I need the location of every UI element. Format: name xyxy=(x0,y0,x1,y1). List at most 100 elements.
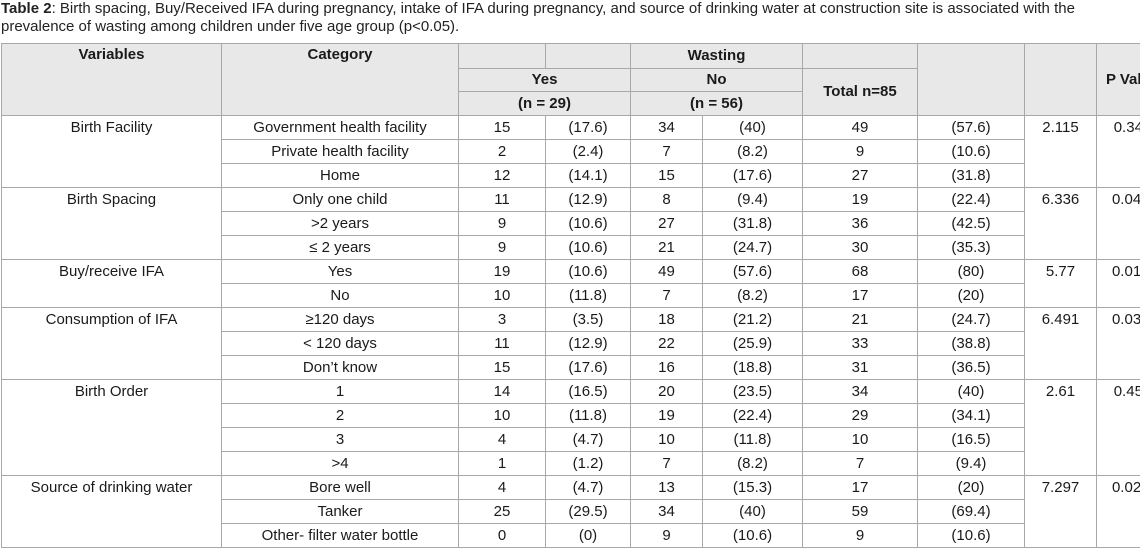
header-empty-cell xyxy=(1024,43,1097,116)
table-row: Home 12 (14.1) 15 (17.6) 27 (31.8) xyxy=(1,163,1140,188)
p-value-cell xyxy=(1096,403,1140,428)
p-value-cell: 0.026* xyxy=(1096,475,1140,500)
yes-percent-cell: (10.6) xyxy=(545,211,631,236)
total-percent-cell: (24.7) xyxy=(917,307,1025,332)
no-percent-cell: (8.2) xyxy=(702,139,803,164)
no-percent-cell: (18.8) xyxy=(702,355,803,380)
table-row: Consumption of IFA ≥120 days 3 (3.5) 18 (21.2… xyxy=(1,307,1140,332)
header-p-value: P Value xyxy=(1096,43,1140,116)
table-row: Buy/receive IFA Yes 19 (10.6) 49 (57.6) 68 (80)… xyxy=(1,259,1140,284)
header-empty-cell xyxy=(458,43,546,69)
no-count-cell: 9 xyxy=(630,523,703,548)
p-value-cell: 0.347 xyxy=(1096,115,1140,140)
total-count-cell: 68 xyxy=(802,259,918,284)
table-row: 2 10 (11.8) 19 (22.4) 29 (34.1) xyxy=(1,403,1140,428)
no-percent-cell: (40) xyxy=(702,499,803,524)
chi-square-cell: 5.77 xyxy=(1024,259,1097,284)
chi-square-cell xyxy=(1024,283,1097,308)
no-percent-cell: (15.3) xyxy=(702,475,803,500)
chi-square-cell xyxy=(1024,331,1097,356)
yes-percent-cell: (0) xyxy=(545,523,631,548)
no-percent-cell: (31.8) xyxy=(702,211,803,236)
variable-cell: Consumption of IFA xyxy=(1,307,222,332)
no-count-cell: 13 xyxy=(630,475,703,500)
header-wasting: Wasting xyxy=(630,43,803,69)
p-value-text: 0.016 xyxy=(1111,262,1140,280)
yes-count-cell: 11 xyxy=(458,331,546,356)
p-value-cell xyxy=(1096,211,1140,236)
variable-cell xyxy=(1,523,222,548)
p-value-cell: 0.016* xyxy=(1096,259,1140,284)
yes-count-cell: 15 xyxy=(458,115,546,140)
header-category: Category xyxy=(221,43,459,116)
category-cell: < 120 days xyxy=(221,331,459,356)
p-value-cell xyxy=(1096,163,1140,188)
category-cell: Government health facility xyxy=(221,115,459,140)
no-count-cell: 49 xyxy=(630,259,703,284)
yes-percent-cell: (4.7) xyxy=(545,427,631,452)
category-cell: ≤ 2 years xyxy=(221,235,459,260)
total-percent-cell: (16.5) xyxy=(917,427,1025,452)
table-row: Birth Order 1 14 (16.5) 20 (23.5) 34 (40) 2.61 0.… xyxy=(1,379,1140,404)
yes-count-cell: 11 xyxy=(458,187,546,212)
yes-count-cell: 25 xyxy=(458,499,546,524)
p-value-cell xyxy=(1096,523,1140,548)
total-count-cell: 33 xyxy=(802,331,918,356)
no-percent-cell: (10.6) xyxy=(702,523,803,548)
total-count-cell: 34 xyxy=(802,379,918,404)
total-percent-cell: (9.4) xyxy=(917,451,1025,476)
header-no: No xyxy=(630,68,803,92)
total-percent-cell: (10.6) xyxy=(917,139,1025,164)
category-cell: Don’t know xyxy=(221,355,459,380)
variable-cell xyxy=(1,139,222,164)
header-empty-cell xyxy=(917,43,1025,116)
yes-count-cell: 9 xyxy=(458,211,546,236)
no-count-cell: 7 xyxy=(630,139,703,164)
yes-percent-cell: (12.9) xyxy=(545,331,631,356)
no-percent-cell: (23.5) xyxy=(702,379,803,404)
header-yes-n: (n = 29) xyxy=(458,91,631,116)
total-count-cell: 49 xyxy=(802,115,918,140)
category-cell: >4 xyxy=(221,451,459,476)
category-cell: Private health facility xyxy=(221,139,459,164)
chi-square-cell: 7.297 xyxy=(1024,475,1097,500)
table-row: 3 4 (4.7) 10 (11.8) 10 (16.5) xyxy=(1,427,1140,452)
no-count-cell: 7 xyxy=(630,451,703,476)
total-count-cell: 10 xyxy=(802,427,918,452)
header-variables: Variables xyxy=(1,43,222,116)
table-row: No 10 (11.8) 7 (8.2) 17 (20) xyxy=(1,283,1140,308)
yes-count-cell: 19 xyxy=(458,259,546,284)
total-percent-cell: (22.4) xyxy=(917,187,1025,212)
table-row: < 120 days 11 (12.9) 22 (25.9) 33 (38.8) xyxy=(1,331,1140,356)
total-count-cell: 36 xyxy=(802,211,918,236)
no-percent-cell: (11.8) xyxy=(702,427,803,452)
p-value-cell: 0.455 xyxy=(1096,379,1140,404)
variable-cell xyxy=(1,331,222,356)
total-percent-cell: (31.8) xyxy=(917,163,1025,188)
table-caption-text: : Birth spacing, Buy/Received IFA during… xyxy=(1,0,1075,35)
category-cell: 2 xyxy=(221,403,459,428)
table-row: Tanker 25 (29.5) 34 (40) 59 (69.4) xyxy=(1,499,1140,524)
no-count-cell: 15 xyxy=(630,163,703,188)
yes-count-cell: 4 xyxy=(458,475,546,500)
total-count-cell: 21 xyxy=(802,307,918,332)
no-count-cell: 22 xyxy=(630,331,703,356)
category-cell: 1 xyxy=(221,379,459,404)
yes-percent-cell: (12.9) xyxy=(545,187,631,212)
yes-count-cell: 12 xyxy=(458,163,546,188)
wasting-association-table: Variables Category Wasting P Value Yes N… xyxy=(1,43,1140,548)
total-percent-cell: (36.5) xyxy=(917,355,1025,380)
no-count-cell: 21 xyxy=(630,235,703,260)
yes-percent-cell: (10.6) xyxy=(545,235,631,260)
table-row: ≤ 2 years 9 (10.6) 21 (24.7) 30 (35.3) xyxy=(1,235,1140,260)
header-empty-cell xyxy=(545,43,631,69)
no-percent-cell: (9.4) xyxy=(702,187,803,212)
no-count-cell: 34 xyxy=(630,115,703,140)
table-row: Birth Facility Government health facility… xyxy=(1,115,1140,140)
header-total: Total n=85 xyxy=(802,68,918,116)
table-caption: Table 2: Birth spacing, Buy/Received IFA… xyxy=(1,0,1139,36)
p-value-text: 0.026 xyxy=(1111,478,1140,496)
total-count-cell: 30 xyxy=(802,235,918,260)
variable-cell xyxy=(1,403,222,428)
variable-cell xyxy=(1,451,222,476)
